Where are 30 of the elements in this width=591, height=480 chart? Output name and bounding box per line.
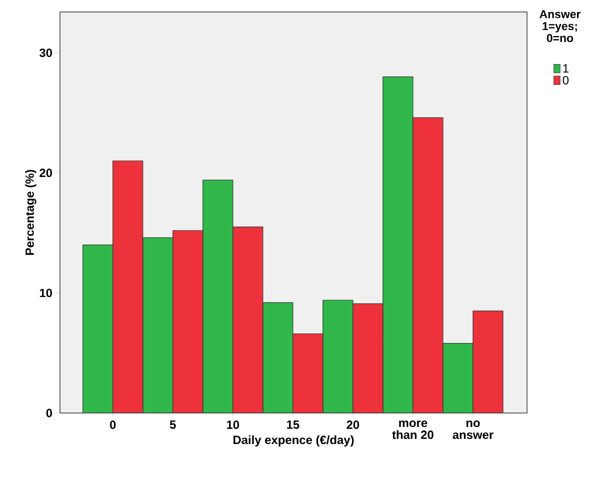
bar <box>232 226 263 413</box>
y-tick-label: 30 <box>39 48 52 58</box>
x-tick-label: 20 <box>346 420 360 429</box>
y-tick-label: 10 <box>40 288 52 298</box>
bar <box>442 343 474 413</box>
legend-label: 0 <box>562 76 569 84</box>
legend-title: Answer 1=yes; 0=no <box>540 10 581 42</box>
x-tick-label: 0 <box>110 420 116 429</box>
x-axis-title: Daily expence (€/day) <box>234 435 354 446</box>
bar <box>472 310 504 413</box>
bar <box>292 334 323 413</box>
bar <box>202 180 233 413</box>
y-tick-label: 20 <box>40 168 52 178</box>
bar <box>382 76 413 413</box>
x-tick-label: 15 <box>287 420 300 429</box>
bar <box>142 238 173 413</box>
y-tick-label: 0 <box>46 408 52 418</box>
x-tick-label: 10 <box>226 420 240 429</box>
legend-label: 1 <box>563 64 568 73</box>
bar <box>262 302 293 413</box>
bar <box>322 300 353 413</box>
bar <box>412 118 443 413</box>
x-tick-label: 5 <box>170 420 176 429</box>
bar <box>112 160 143 413</box>
x-tick-label: more than 20 <box>392 420 434 440</box>
y-axis-title: Percentage (%) <box>25 170 36 255</box>
bar <box>352 304 383 413</box>
bar <box>172 230 203 413</box>
bar <box>82 244 113 413</box>
x-tick-label: no answer <box>452 420 494 440</box>
